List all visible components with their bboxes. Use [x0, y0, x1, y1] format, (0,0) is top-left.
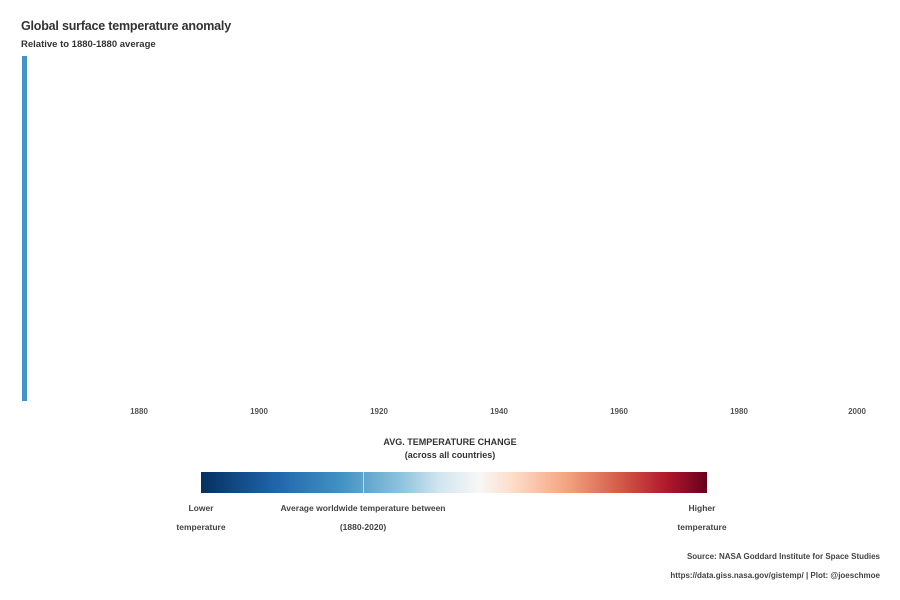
- x-tick-label-1980: 1980: [730, 407, 748, 416]
- x-tick-label-1900: 1900: [250, 407, 268, 416]
- legend-subtitle: (across all countries): [404, 450, 496, 460]
- source-url: https://data.giss.nasa.gov/gistemp/ | Pl…: [670, 571, 880, 580]
- source-credit: Source: NASA Goddard Institute for Space…: [686, 552, 880, 561]
- legend-higher-sublabel: temperature: [677, 522, 727, 532]
- legend-average-label: Average worldwide temperature between: [280, 503, 446, 513]
- x-tick-label-1940: 1940: [490, 407, 508, 416]
- x-tick-label-2000: 2000: [848, 407, 866, 416]
- legend-lower-label: Lower: [188, 503, 214, 513]
- color-scale-average-marker: [363, 472, 364, 493]
- legend-average-sublabel: (1880-2020): [339, 522, 387, 532]
- chart-subtitle: Relative to 1880-1880 average: [21, 39, 156, 50]
- x-tick-label-1920: 1920: [370, 407, 388, 416]
- legend-higher-label: Higher: [688, 503, 716, 513]
- temperature-stripe-1880: [22, 56, 27, 401]
- x-tick-label-1880: 1880: [130, 407, 148, 416]
- x-tick-label-1960: 1960: [610, 407, 628, 416]
- legend-lower-sublabel: temperature: [176, 522, 226, 532]
- chart-title: Global surface temperature anomaly: [21, 19, 231, 33]
- color-scale-bar: [201, 472, 707, 493]
- legend-title: AVG. TEMPERATURE CHANGE: [383, 437, 517, 447]
